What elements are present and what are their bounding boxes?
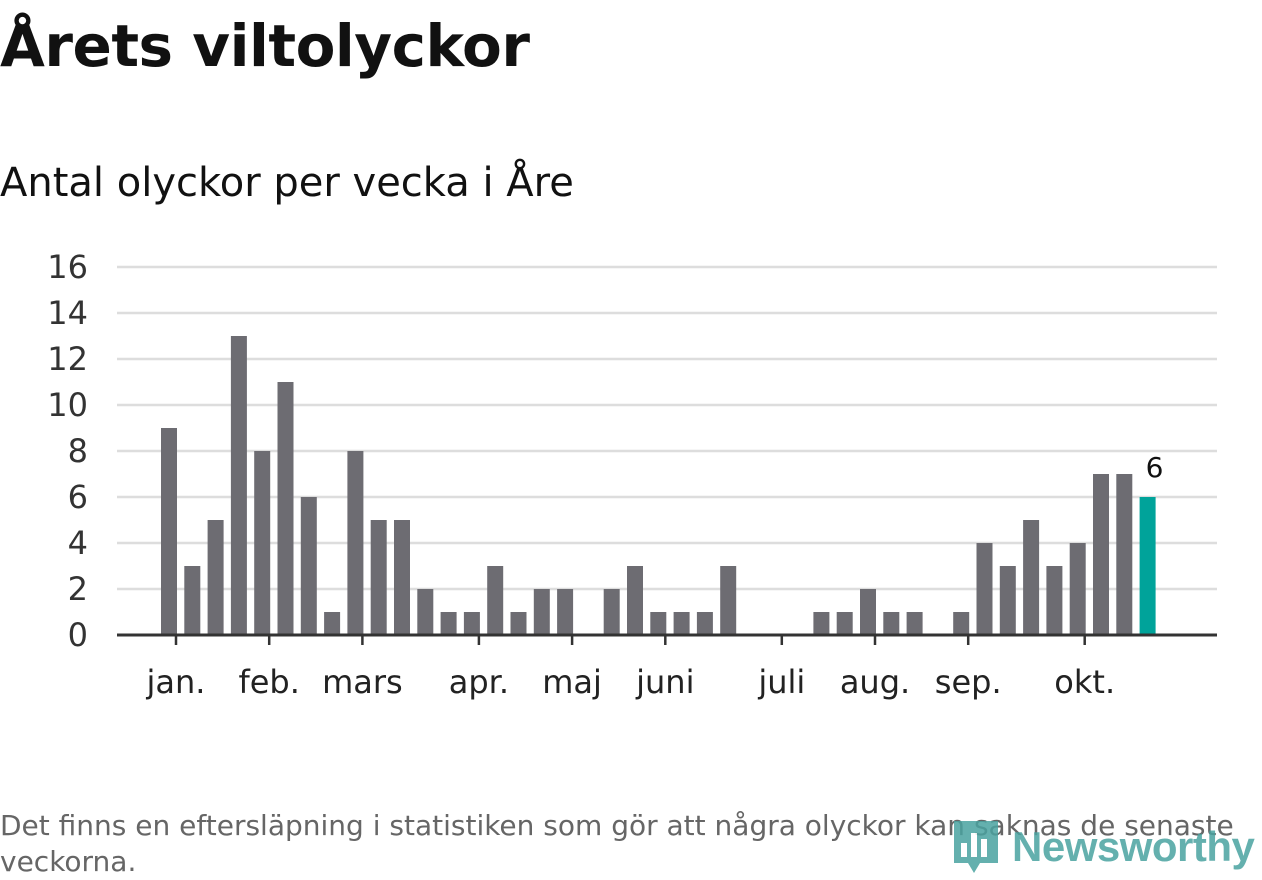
bar [906, 612, 923, 635]
bar [277, 382, 294, 635]
x-tick-label: aug. [840, 663, 910, 700]
bar [720, 566, 737, 635]
bar [324, 612, 341, 635]
bar [347, 451, 364, 635]
bar [184, 566, 201, 635]
bar [207, 520, 224, 635]
footnote: Det finns en eftersläpning i statistiken… [0, 809, 1234, 878]
bar [860, 589, 876, 635]
bar [1046, 566, 1063, 635]
bar [1093, 474, 1109, 635]
bar [417, 589, 434, 635]
x-tick-label: mars [322, 663, 403, 700]
bar [813, 612, 830, 635]
bar [440, 612, 457, 635]
x-tick-label: apr. [449, 663, 509, 700]
bar [370, 520, 387, 635]
bar [533, 589, 550, 635]
bar [976, 543, 993, 635]
bar [627, 566, 643, 635]
bar [883, 612, 900, 635]
newsworthy-logo[interactable]: Newsworthy [950, 815, 1255, 879]
bar [1069, 543, 1086, 635]
x-tick-label: maj [542, 663, 602, 700]
bar [650, 612, 667, 635]
bar [300, 497, 317, 635]
bar [394, 520, 410, 635]
bar [673, 612, 690, 635]
chart-title: Årets viltolyckor [0, 12, 530, 80]
bar [1116, 474, 1133, 635]
y-tick-label: 16 [47, 248, 88, 286]
y-tick-label: 4 [68, 524, 88, 562]
y-tick-label: 6 [68, 478, 88, 516]
bar [254, 451, 271, 635]
x-tick-label: sep. [935, 663, 1002, 700]
bar [230, 336, 247, 635]
bar [836, 612, 853, 635]
bar [999, 566, 1016, 635]
y-tick-label: 8 [68, 432, 88, 470]
bar-highlighted [1139, 497, 1156, 635]
x-tick-label: juli [757, 663, 805, 700]
x-tick-label: juni [635, 663, 694, 700]
y-tick-label: 10 [47, 386, 88, 424]
x-tick-label: okt. [1054, 663, 1115, 700]
bar-value-label: 6 [1146, 451, 1164, 484]
x-tick-label: feb. [238, 663, 299, 700]
bar-chart-speech-bubble-icon [954, 821, 998, 873]
x-tick-label: jan. [146, 663, 206, 700]
y-tick-label: 14 [47, 294, 88, 332]
y-tick-label: 12 [47, 340, 88, 378]
chart-subtitle: Antal olyckor per vecka i Åre [0, 160, 574, 206]
y-tick-label: 0 [68, 616, 88, 654]
bar [696, 612, 713, 635]
bar [953, 612, 970, 635]
y-tick-label: 2 [68, 570, 88, 608]
bar [161, 428, 177, 635]
bar [1023, 520, 1040, 635]
bar [463, 612, 480, 635]
bar [487, 566, 504, 635]
brand-name: Newsworthy [1012, 823, 1255, 870]
bar [510, 612, 527, 635]
bar [603, 589, 620, 635]
bar-chart: 0 2 4 6 8 10 12 14 16 6 jan. feb. mars apr. maj juni jul… [47, 248, 1217, 700]
bar [557, 589, 574, 635]
